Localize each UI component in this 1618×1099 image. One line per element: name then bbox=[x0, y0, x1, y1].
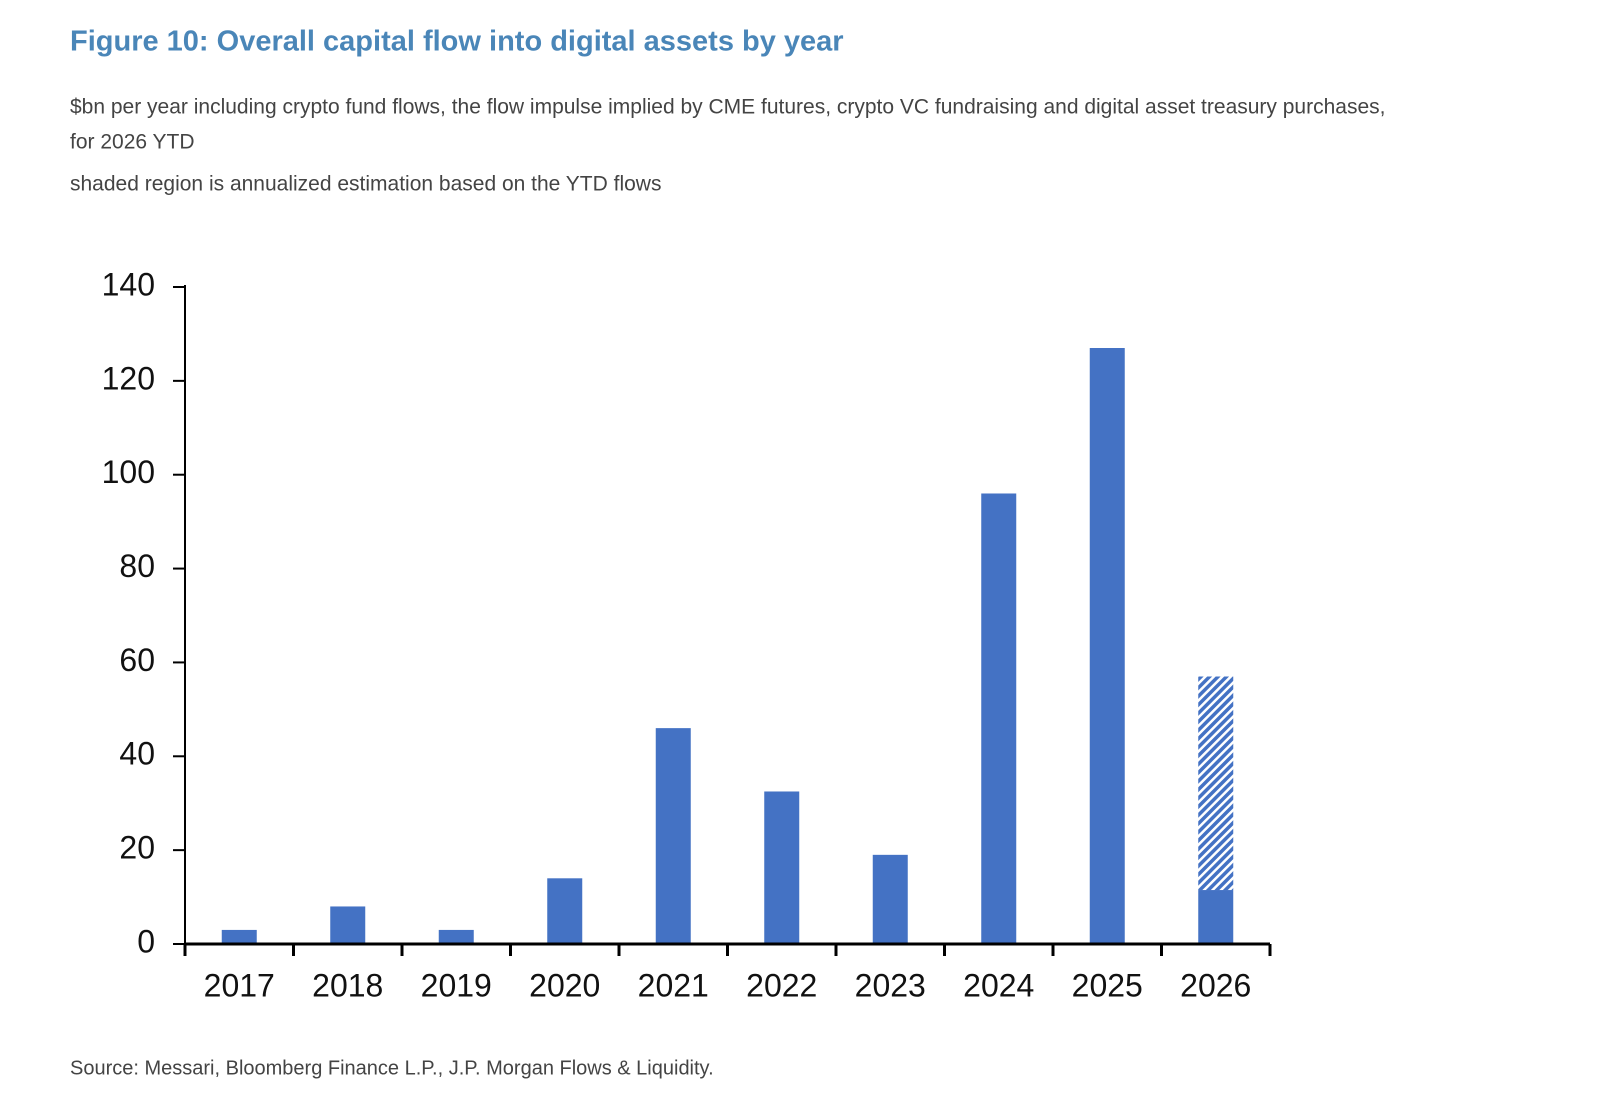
x-tick-label: 2026 bbox=[1180, 967, 1251, 1003]
bar bbox=[330, 906, 366, 944]
bar bbox=[1198, 890, 1234, 944]
y-tick-label: 100 bbox=[102, 454, 155, 490]
bar bbox=[1198, 676, 1234, 891]
bar bbox=[981, 493, 1017, 944]
subtitle: shaded region is annualized estimation b… bbox=[70, 173, 661, 196]
x-tick-label: 2025 bbox=[1072, 967, 1143, 1003]
subtitle: for 2026 YTD bbox=[70, 131, 195, 154]
x-tick-label: 2018 bbox=[312, 967, 383, 1003]
x-tick-label: 2021 bbox=[638, 967, 709, 1003]
y-tick-label: 80 bbox=[119, 548, 155, 584]
bar bbox=[1089, 348, 1125, 944]
subtitle: $bn per year including crypto fund flows… bbox=[70, 96, 1385, 119]
y-tick-label: 60 bbox=[119, 642, 155, 678]
y-tick-label: 20 bbox=[119, 830, 155, 866]
y-tick-label: 120 bbox=[102, 360, 155, 396]
x-tick-label: 2023 bbox=[855, 967, 926, 1003]
y-tick-label: 40 bbox=[119, 736, 155, 772]
x-tick-label: 2022 bbox=[746, 967, 817, 1003]
bar bbox=[655, 728, 691, 944]
chart-title: Figure 10: Overall capital flow into dig… bbox=[70, 26, 844, 58]
x-tick-label: 2019 bbox=[421, 967, 492, 1003]
y-tick-label: 140 bbox=[102, 266, 155, 302]
x-tick-label: 2024 bbox=[963, 967, 1034, 1003]
bar bbox=[438, 929, 474, 944]
bar bbox=[872, 854, 908, 944]
source: Source: Messari, Bloomberg Finance L.P.,… bbox=[70, 1057, 714, 1079]
y-tick-label: 0 bbox=[137, 923, 155, 959]
bar bbox=[547, 878, 583, 944]
x-tick-label: 2017 bbox=[204, 967, 275, 1003]
x-tick-label: 2020 bbox=[529, 967, 600, 1003]
bar bbox=[221, 929, 257, 944]
bar bbox=[764, 791, 800, 944]
